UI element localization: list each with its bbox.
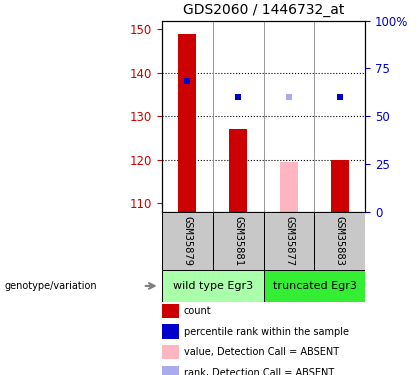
Text: count: count (184, 306, 211, 316)
Bar (264, 270, 365, 302)
Bar (162, 270, 264, 302)
Bar (162, 212, 213, 270)
Text: truncated Egr3: truncated Egr3 (273, 281, 357, 291)
Text: value, Detection Call = ABSENT: value, Detection Call = ABSENT (184, 347, 339, 357)
Text: GSM35883: GSM35883 (335, 216, 345, 266)
Bar (331, 160, 349, 212)
Text: GSM35879: GSM35879 (182, 216, 192, 266)
Bar (213, 212, 264, 270)
Bar (229, 129, 247, 212)
Title: GDS2060 / 1446732_at: GDS2060 / 1446732_at (183, 3, 344, 17)
Bar (315, 212, 365, 270)
Text: GSM35877: GSM35877 (284, 216, 294, 266)
Text: genotype/variation: genotype/variation (4, 281, 97, 291)
Text: wild type Egr3: wild type Egr3 (173, 281, 253, 291)
Bar (178, 34, 196, 212)
Text: percentile rank within the sample: percentile rank within the sample (184, 327, 349, 337)
Text: GSM35881: GSM35881 (233, 216, 243, 266)
Bar (264, 212, 315, 270)
Text: rank, Detection Call = ABSENT: rank, Detection Call = ABSENT (184, 368, 334, 375)
Bar (280, 162, 298, 212)
